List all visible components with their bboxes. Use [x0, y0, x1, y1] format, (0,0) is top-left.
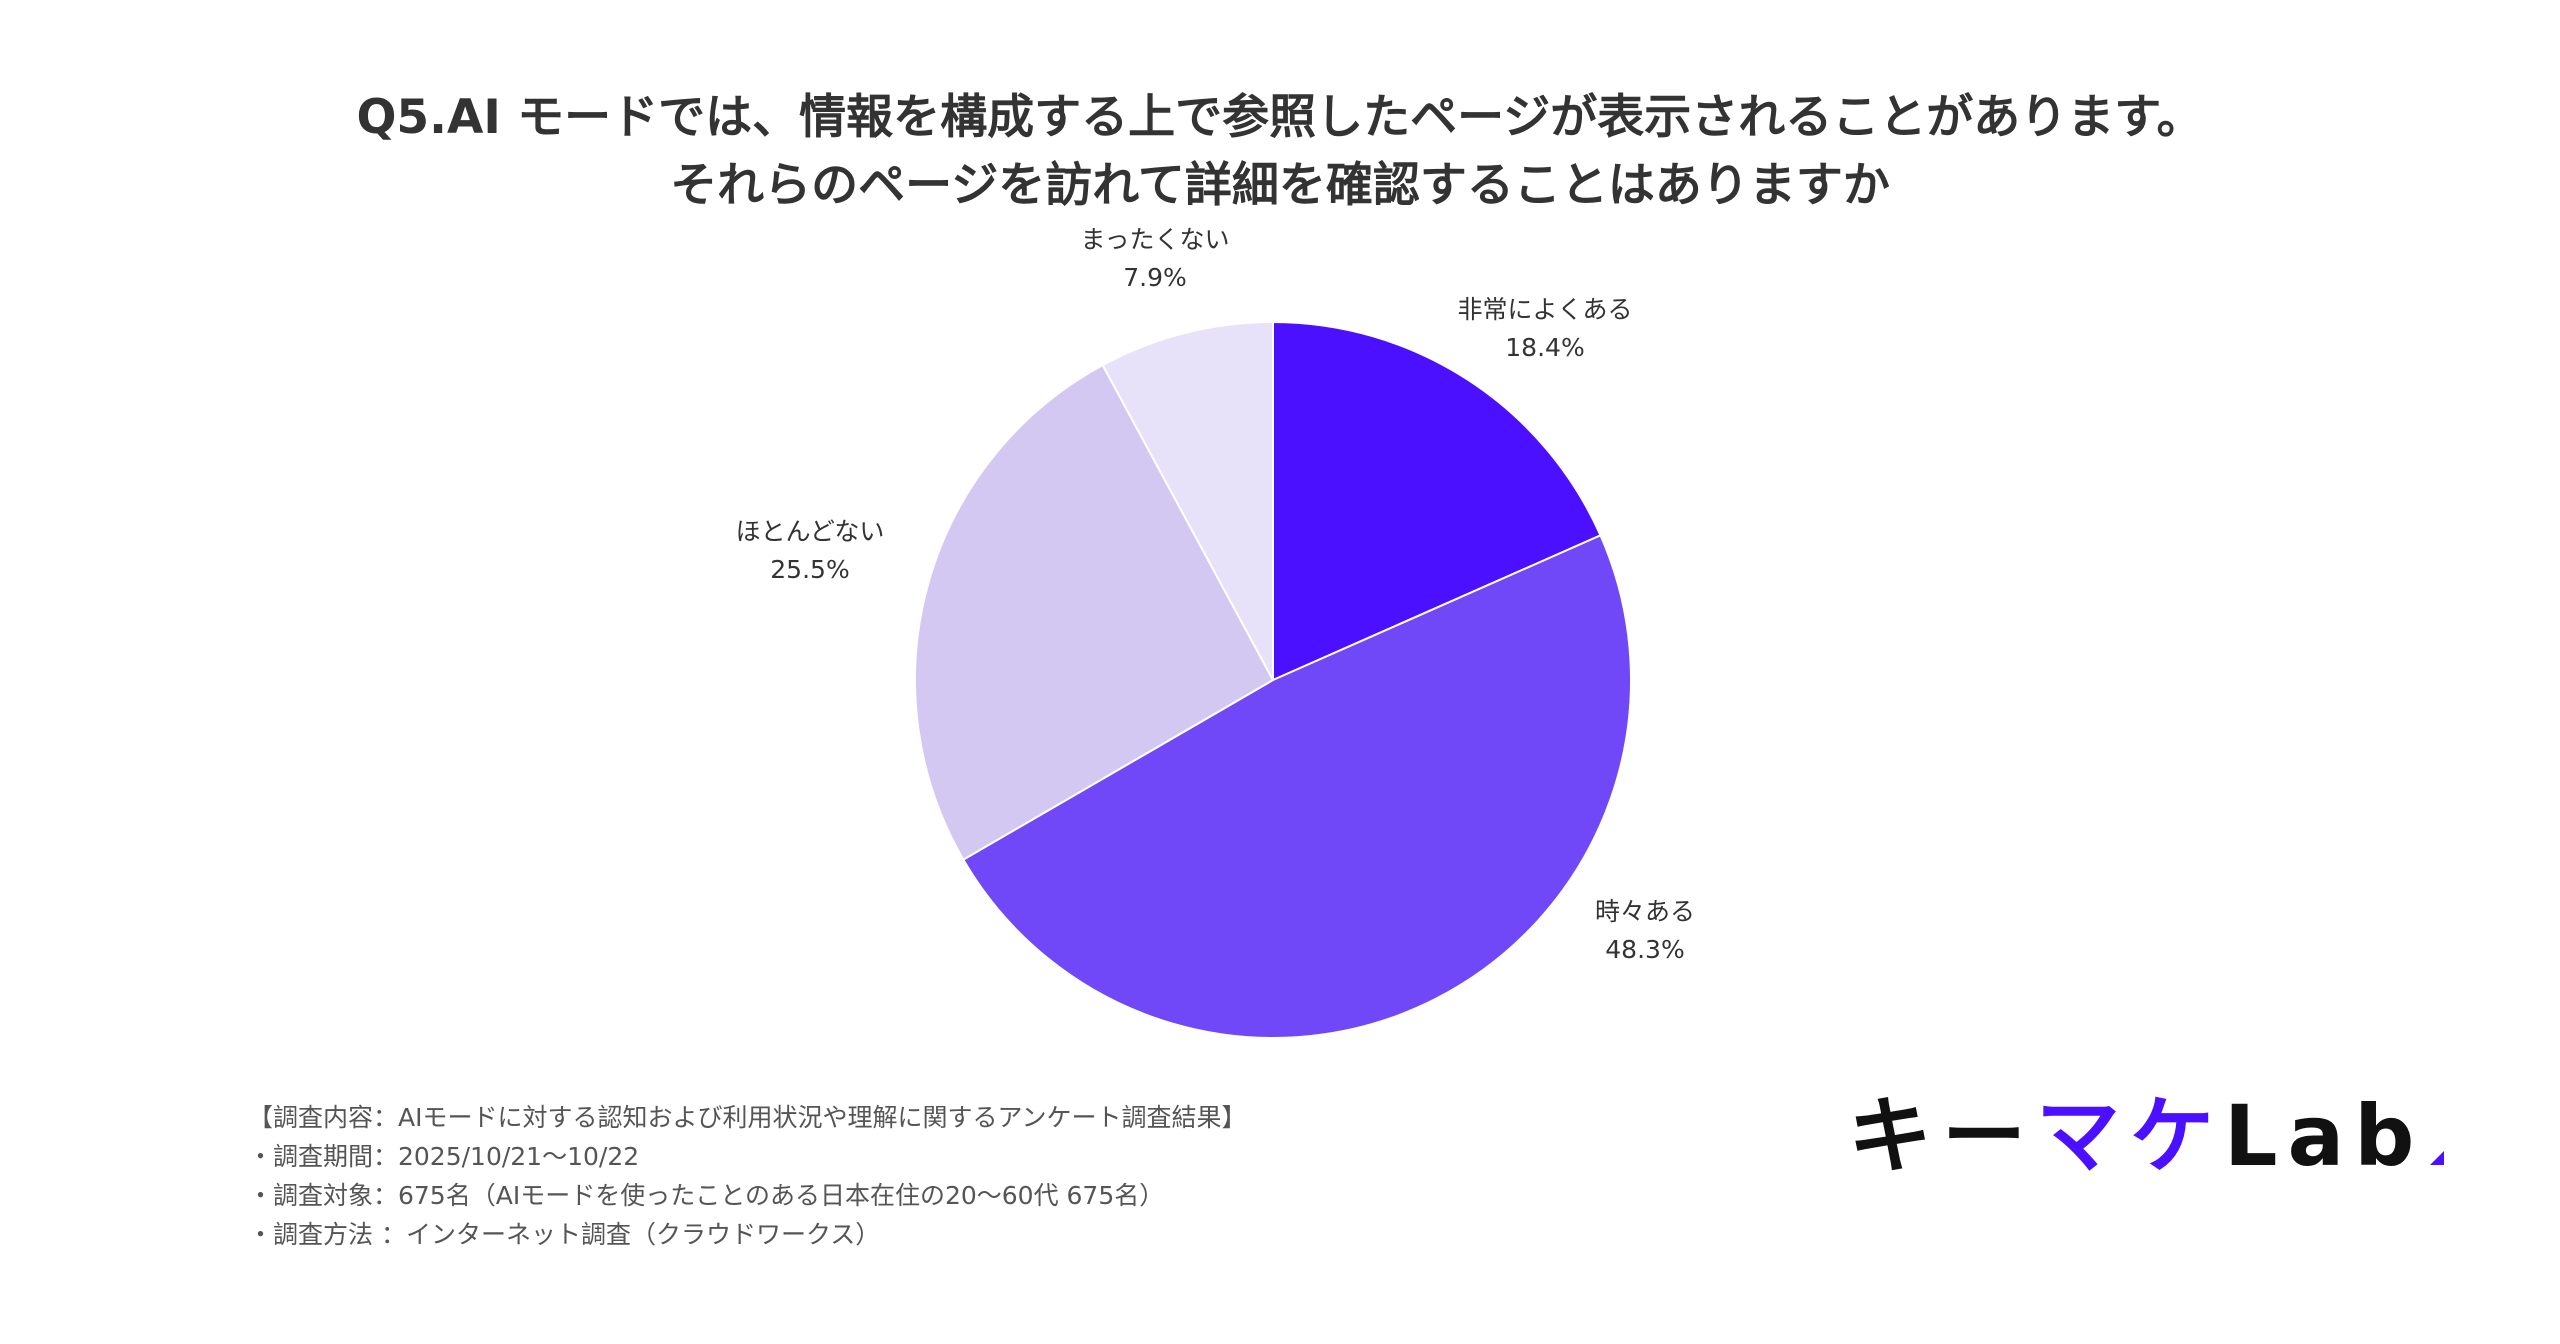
pie-slice-1: [1272, 320, 1602, 682]
pie-slice-3: [914, 363, 1275, 862]
footnote-line-4: ・調査方法 ：インターネット調査（クラウドワークス）: [248, 1220, 881, 1249]
slice-label-2: 時々ある: [1595, 897, 1695, 926]
slice-label-3: ほとんどない: [736, 517, 885, 546]
survey-footnote: 【調査内容：AIモードに対する認知および利用状況や理解に関するアンケート調査結果…: [248, 1098, 1246, 1254]
slice-label-4: まったくない: [1080, 225, 1229, 254]
chart-title-line-2: それらのページを訪れて詳細を確認することはありますか: [670, 158, 1890, 213]
pie-slice-2: [961, 534, 1632, 1039]
pie-slices: [914, 320, 1632, 1039]
pie-slice-4: [1101, 320, 1274, 681]
slice-value-label-4: 7.9%: [1123, 263, 1187, 292]
brand-logo: キーマケLab: [1848, 1094, 2445, 1178]
logo-text-part-2: マケ: [2036, 1087, 2225, 1185]
footnote-line-3: ・調査対象：675名（AIモードを使ったことのある日本在住の20〜60代 675…: [248, 1181, 1165, 1210]
logo-accent-mark: [2430, 1151, 2445, 1165]
footnote-line-1: 【調査内容：AIモードに対する認知および利用状況や理解に関するアンケート調査結果…: [248, 1103, 1247, 1132]
chart-title-line-1: Q5.AI モードでは、情報を構成する上で参照したページが表示されることがありま…: [356, 90, 2204, 145]
pie-labels: 非常によくある 18.4% 時々ある 48.3% ほとんどない 25.5% まったくない 7.…: [736, 225, 1695, 964]
slice-label-1: 非常によくある: [1457, 295, 1632, 324]
logo-text-part-1: キー: [1848, 1087, 2037, 1185]
slice-value-label-1: 18.4%: [1505, 333, 1584, 362]
slice-value-label-3: 25.5%: [770, 555, 849, 584]
logo-text-part-3: Lab: [2224, 1087, 2425, 1185]
footnote-line-2: ・調査期間：2025/10/21〜10/22: [248, 1142, 640, 1171]
slice-value-label-2: 48.3%: [1605, 935, 1684, 964]
